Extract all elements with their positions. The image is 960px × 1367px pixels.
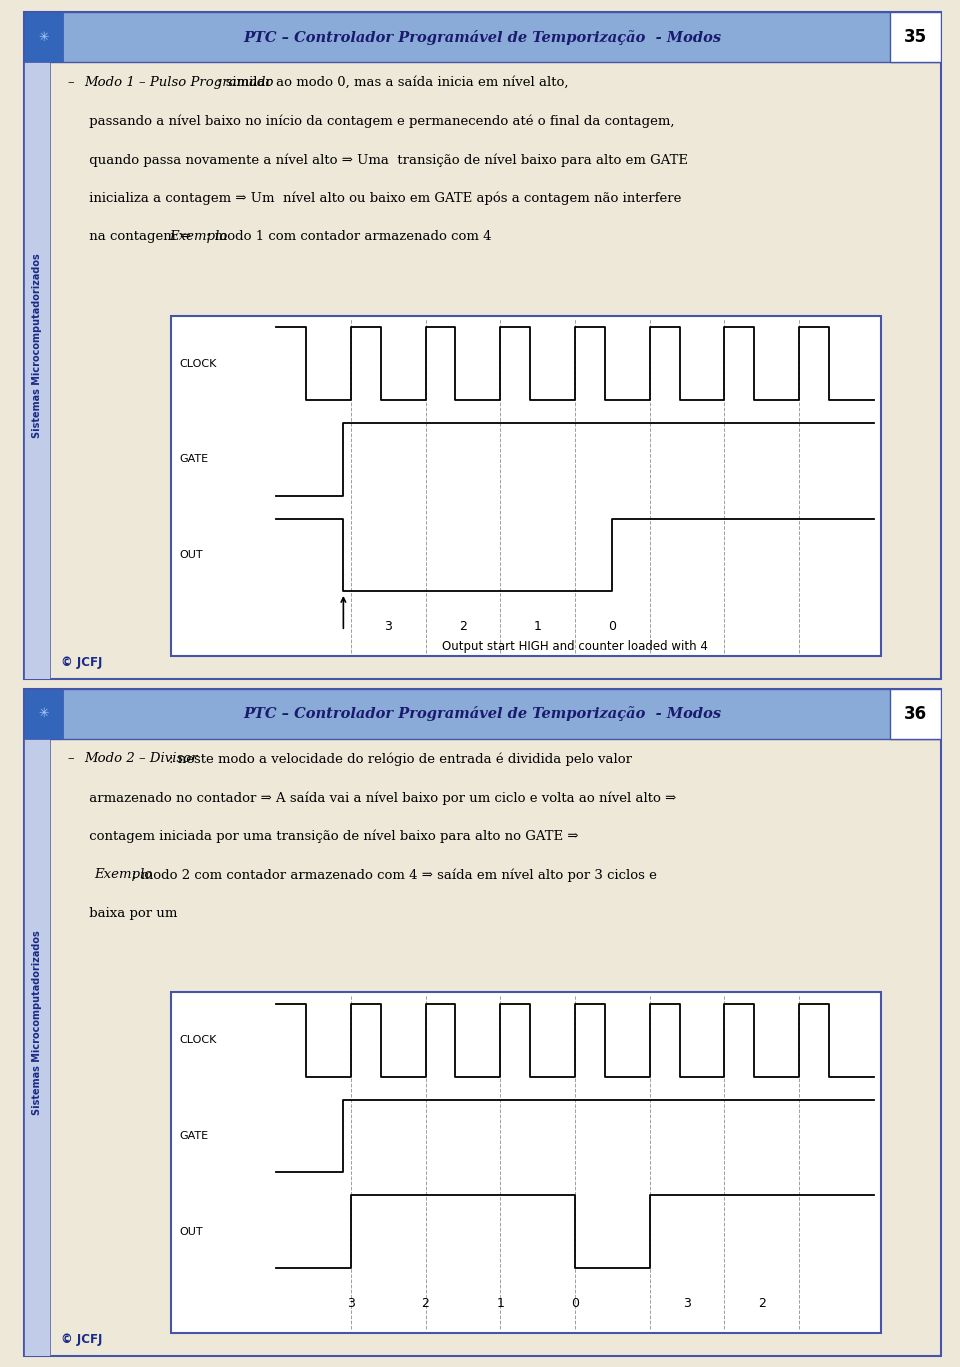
Text: CLOCK: CLOCK xyxy=(180,358,217,369)
Text: : modo 1 com contador armazenado com 4: : modo 1 com contador armazenado com 4 xyxy=(206,231,492,243)
Text: OUT: OUT xyxy=(180,1226,204,1237)
Text: OUT: OUT xyxy=(180,550,204,560)
Text: : modo 2 com contador armazenado com 4 ⇒ saída em nível alto por 3 ciclos e: : modo 2 com contador armazenado com 4 ⇒… xyxy=(132,868,657,882)
Text: 3: 3 xyxy=(684,1297,691,1310)
Text: –: – xyxy=(68,752,84,766)
Text: PTC – Controlador Programável de Temporização  - Modos: PTC – Controlador Programável de Tempori… xyxy=(243,707,722,722)
Bar xyxy=(171,316,881,656)
Text: 1: 1 xyxy=(534,621,541,633)
Bar xyxy=(24,12,62,63)
Text: © JCFJ: © JCFJ xyxy=(60,1333,102,1346)
Text: passando a nível baixo no início da contagem e permanecendo até o final da conta: passando a nível baixo no início da cont… xyxy=(68,115,675,128)
Bar xyxy=(24,740,50,1356)
Text: : similar ao modo 0, mas a saída inicia em nível alto,: : similar ao modo 0, mas a saída inicia … xyxy=(217,75,568,89)
Text: 2: 2 xyxy=(757,1297,766,1310)
Bar xyxy=(890,689,941,740)
Text: baixa por um: baixa por um xyxy=(68,908,178,920)
Bar xyxy=(24,12,941,63)
Text: quando passa novamente a nível alto ⇒ Uma  transição de nível baixo para alto em: quando passa novamente a nível alto ⇒ Um… xyxy=(68,153,688,167)
Text: na contagem ⇒: na contagem ⇒ xyxy=(68,231,196,243)
Text: contagem iniciada por uma transição de nível baixo para alto no GATE ⇒: contagem iniciada por uma transição de n… xyxy=(68,830,579,843)
Text: 3: 3 xyxy=(384,621,392,633)
Bar xyxy=(24,689,62,740)
Text: 0: 0 xyxy=(609,621,616,633)
Text: PTC – Controlador Programável de Temporização  - Modos: PTC – Controlador Programável de Tempori… xyxy=(243,30,722,45)
Text: armazenado no contador ⇒ A saída vai a nível baixo por um ciclo e volta ao nível: armazenado no contador ⇒ A saída vai a n… xyxy=(68,791,676,805)
Text: 2: 2 xyxy=(459,621,467,633)
Text: Sistemas Microcomputadorizados: Sistemas Microcomputadorizados xyxy=(32,930,42,1115)
Text: : neste modo a velocidade do relógio de entrada é dividida pelo valor: : neste modo a velocidade do relógio de … xyxy=(169,752,632,766)
Text: 0: 0 xyxy=(571,1297,579,1310)
Text: 2: 2 xyxy=(421,1297,429,1310)
Text: Exemplo: Exemplo xyxy=(95,868,153,882)
Text: Exemplo: Exemplo xyxy=(169,231,228,243)
Text: –: – xyxy=(68,75,84,89)
Text: 35: 35 xyxy=(904,29,927,46)
Bar xyxy=(890,12,941,63)
Bar xyxy=(24,689,941,740)
Bar xyxy=(171,992,881,1333)
Text: inicializa a contagem ⇒ Um  nível alto ou baixo em GATE após a contagem não inte: inicializa a contagem ⇒ Um nível alto ou… xyxy=(68,191,682,205)
Text: GATE: GATE xyxy=(180,1131,209,1141)
Text: Modo 1 – Pulso Programado: Modo 1 – Pulso Programado xyxy=(84,75,274,89)
Text: © JCFJ: © JCFJ xyxy=(60,656,102,670)
Text: Sistemas Microcomputadorizados: Sistemas Microcomputadorizados xyxy=(32,253,42,439)
Text: ✳: ✳ xyxy=(38,708,49,720)
Text: Modo 2 – Divisor: Modo 2 – Divisor xyxy=(84,752,198,766)
Text: 1: 1 xyxy=(496,1297,504,1310)
Text: ✳: ✳ xyxy=(38,31,49,44)
Text: 36: 36 xyxy=(904,705,927,723)
Text: CLOCK: CLOCK xyxy=(180,1035,217,1046)
Text: GATE: GATE xyxy=(180,454,209,465)
Text: 3: 3 xyxy=(347,1297,355,1310)
Bar xyxy=(24,63,50,679)
Text: Output start HIGH and counter loaded with 4: Output start HIGH and counter loaded wit… xyxy=(442,640,708,653)
